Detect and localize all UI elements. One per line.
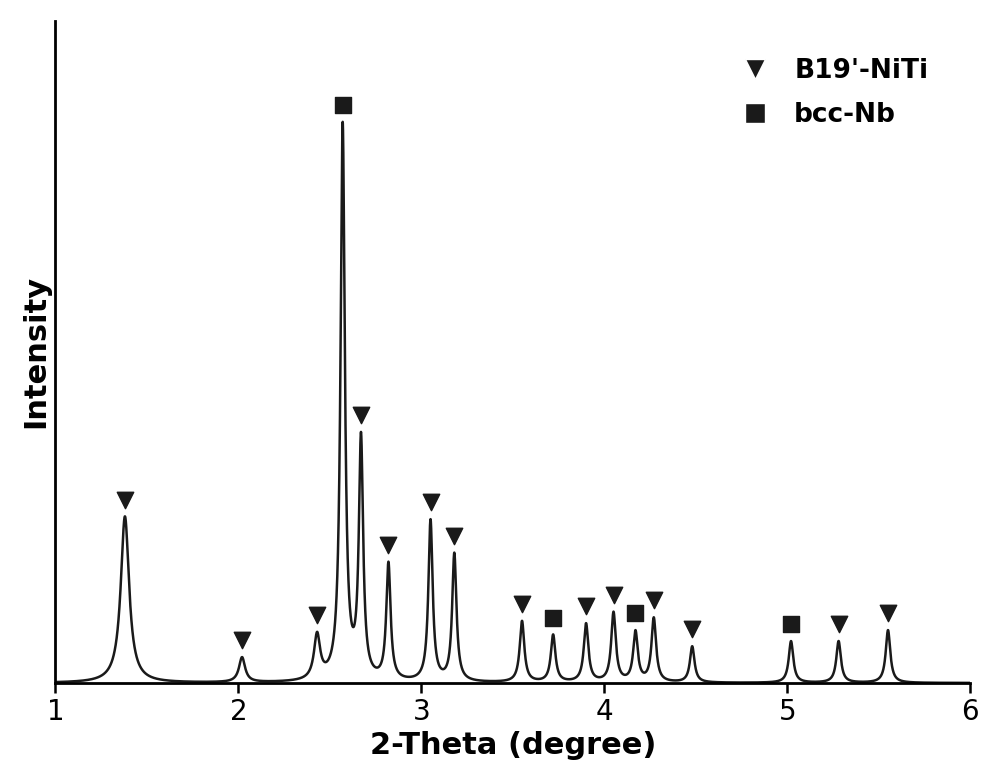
Point	[335, 98, 351, 111]
Point	[353, 409, 369, 422]
Point	[545, 612, 561, 624]
Point	[234, 634, 250, 647]
Point	[117, 494, 133, 506]
Point	[606, 589, 622, 601]
Point	[880, 607, 896, 619]
Point	[446, 530, 462, 542]
Point	[684, 623, 700, 636]
Legend: B19'-NiTi, bcc-Nb: B19'-NiTi, bcc-Nb	[718, 48, 939, 139]
X-axis label: 2-Theta (degree): 2-Theta (degree)	[370, 731, 656, 760]
Point	[831, 618, 847, 630]
Point	[514, 597, 530, 610]
Point	[646, 594, 662, 607]
Point	[627, 607, 643, 619]
Point	[783, 618, 799, 630]
Point	[380, 539, 396, 551]
Point	[578, 600, 594, 612]
Point	[309, 608, 325, 621]
Point	[423, 496, 439, 508]
Y-axis label: Intensity: Intensity	[21, 276, 50, 429]
